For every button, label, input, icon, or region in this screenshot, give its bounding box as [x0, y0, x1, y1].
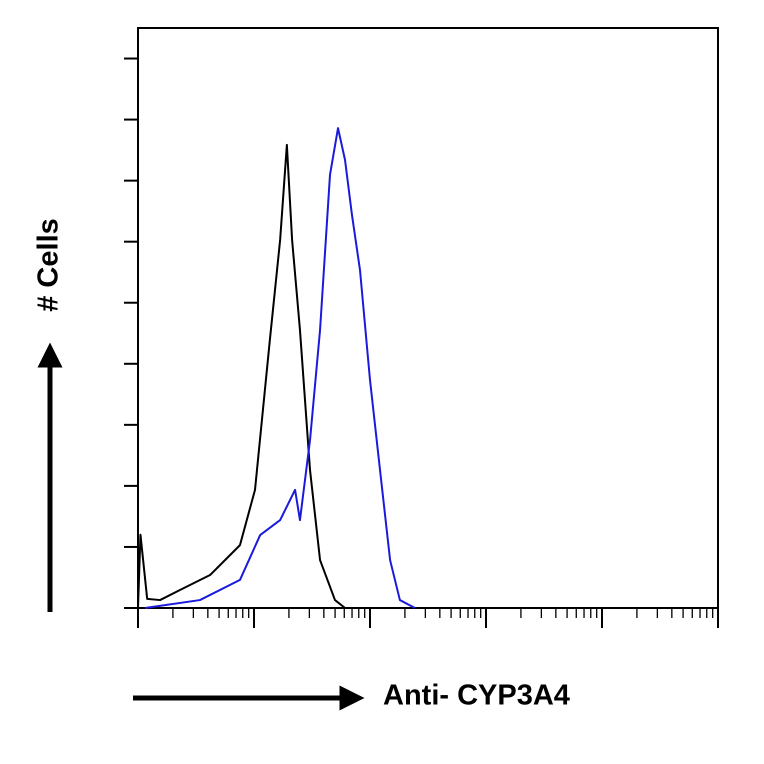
y-axis-label: # Cells	[33, 218, 65, 312]
plot-frame	[137, 27, 719, 609]
histogram-line	[137, 143, 346, 609]
x-axis-label: Anti- CYP3A4	[383, 680, 570, 712]
histogram-line	[144, 127, 416, 609]
